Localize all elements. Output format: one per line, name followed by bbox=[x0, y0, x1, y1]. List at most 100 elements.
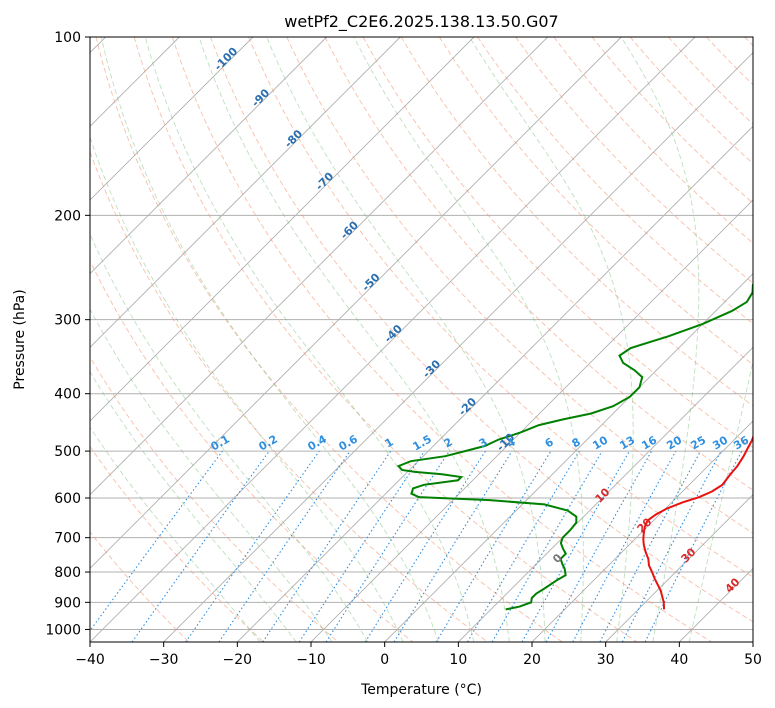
dry-adiabat-line bbox=[248, 37, 753, 578]
dry-adiabat-line bbox=[439, 37, 753, 365]
mixing-ratio-label: 30 bbox=[710, 433, 730, 452]
mixing-ratio-label: 0.2 bbox=[257, 432, 280, 453]
dry-adiabat-label: -60 bbox=[338, 218, 361, 241]
dry-adiabat-line bbox=[744, 37, 753, 47]
dry-adiabat-line bbox=[324, 37, 753, 491]
dry-adiabat-line bbox=[90, 356, 339, 642]
mixing-ratio-line bbox=[545, 450, 653, 642]
series-layer bbox=[396, 283, 753, 611]
mixing-ratio-label: 8 bbox=[570, 435, 583, 450]
mixing-ratio-line bbox=[621, 450, 722, 642]
dry-adiabat-line bbox=[90, 445, 264, 642]
y-axis-label: Pressure (hPa) bbox=[12, 289, 28, 389]
dry-adiabat-line bbox=[362, 37, 753, 449]
isotherm-line bbox=[752, 641, 753, 642]
mixing-ratio-label: 16 bbox=[639, 433, 659, 452]
dry-adiabat-line bbox=[286, 37, 753, 534]
moist-adiabat-line bbox=[90, 233, 369, 642]
dry-adiabat-line bbox=[515, 37, 753, 284]
mixing-ratio-line bbox=[262, 450, 392, 642]
mixing-ratio-line bbox=[572, 450, 677, 642]
dry-adiabat-label: 10 bbox=[593, 485, 613, 505]
mixing-ratio-label: 10 bbox=[590, 433, 610, 452]
mixing-ratio-label: 0.6 bbox=[337, 432, 361, 453]
isotherm-line bbox=[237, 125, 753, 642]
x-tick-label: 40 bbox=[670, 652, 688, 668]
moist-adiabat-line bbox=[90, 308, 333, 642]
temperature-profile-line bbox=[642, 434, 753, 610]
y-tick-label: 300 bbox=[54, 313, 81, 329]
mixing-ratio-label: 13 bbox=[617, 434, 637, 453]
x-tick-label: −40 bbox=[75, 652, 105, 668]
axes-layer: −40 −30 −20 −10 0 10 20 30 40 5010020030040050060… bbox=[45, 30, 762, 668]
x-tick-label: 30 bbox=[597, 652, 615, 668]
moist-adiabat-line bbox=[90, 426, 261, 642]
dry-adiabat-line bbox=[171, 37, 712, 642]
isotherm-line bbox=[90, 37, 475, 422]
mixing-ratio-line bbox=[325, 450, 450, 642]
background-lines bbox=[90, 37, 753, 642]
dry-adiabat-line bbox=[477, 37, 753, 325]
dry-adiabat-label: -80 bbox=[282, 127, 305, 150]
dry-adiabat-line bbox=[400, 37, 753, 407]
y-tick-label: 800 bbox=[54, 565, 81, 581]
isotherm-line bbox=[90, 37, 696, 642]
mixing-ratio-label: 20 bbox=[664, 433, 684, 452]
dry-adiabat-line bbox=[629, 37, 753, 165]
x-tick-label: −30 bbox=[149, 652, 179, 668]
isotherm-line bbox=[90, 37, 401, 348]
mixing-ratio-line bbox=[90, 450, 223, 632]
y-tick-label: 900 bbox=[54, 595, 81, 611]
isotherm-line bbox=[310, 199, 753, 642]
x-tick-label: 10 bbox=[449, 652, 467, 668]
plot-frame bbox=[89, 36, 754, 643]
moist-adiabat-line bbox=[620, 37, 700, 642]
x-tick-label: −20 bbox=[223, 652, 253, 668]
dry-adiabat-line bbox=[210, 37, 753, 623]
x-axis-label: Temperature (°C) bbox=[360, 682, 482, 698]
dry-adiabat-label: 30 bbox=[679, 545, 699, 565]
moist-adiabat-line bbox=[469, 37, 634, 642]
dry-adiabat-label: -40 bbox=[382, 322, 405, 345]
moist-adiabat-line bbox=[266, 37, 546, 642]
mixing-ratio-label: 0.4 bbox=[306, 432, 330, 453]
y-tick-label: 700 bbox=[54, 531, 81, 547]
mixing-ratio-label: 0.1 bbox=[209, 432, 232, 453]
isotherm-line bbox=[605, 494, 753, 642]
isotherm-line bbox=[90, 37, 327, 275]
moist-adiabat-line bbox=[353, 37, 584, 642]
dry-adiabat-line bbox=[90, 150, 488, 642]
chart-title: wetPf2_C2E6.2025.138.13.50.G07 bbox=[284, 12, 558, 32]
y-tick-label: 200 bbox=[54, 208, 81, 224]
mixing-ratio-line bbox=[131, 450, 270, 642]
mixing-ratio-label: 2 bbox=[442, 435, 455, 450]
dry-adiabat-line bbox=[553, 37, 753, 244]
dewpoint-profile-line bbox=[396, 283, 753, 611]
moist-adiabat-line bbox=[90, 135, 404, 642]
isotherm-line bbox=[531, 420, 753, 642]
dry-adiabat-label: 40 bbox=[723, 575, 743, 595]
dry-adiabat-label: -50 bbox=[359, 270, 382, 293]
mixing-ratio-label: 25 bbox=[688, 434, 708, 453]
y-tick-label: 1000 bbox=[45, 622, 81, 638]
mixing-ratio-line bbox=[298, 450, 425, 642]
y-tick-label: 400 bbox=[54, 387, 81, 403]
dry-adiabat-label: -100 bbox=[212, 44, 241, 73]
mixing-ratio-line bbox=[185, 450, 320, 642]
moist-adiabat-line bbox=[100, 37, 439, 642]
moist-adiabat-line bbox=[198, 37, 510, 642]
dry-adiabat-line bbox=[133, 37, 638, 642]
mixing-ratio-line bbox=[218, 450, 351, 642]
mixing-ratio-label: 1 bbox=[383, 435, 396, 450]
x-tick-label: 20 bbox=[523, 652, 541, 668]
dry-adiabat-label: -90 bbox=[249, 86, 272, 109]
dry-adiabat-line bbox=[90, 531, 190, 642]
mixing-ratio-label: 6 bbox=[543, 435, 556, 450]
x-tick-label: 50 bbox=[744, 652, 762, 668]
y-tick-label: 600 bbox=[54, 491, 81, 507]
mixing-ratio-line bbox=[644, 450, 743, 642]
dry-adiabat-line bbox=[95, 37, 563, 642]
isotherm-line bbox=[384, 273, 753, 642]
isotherm-line bbox=[90, 37, 548, 496]
